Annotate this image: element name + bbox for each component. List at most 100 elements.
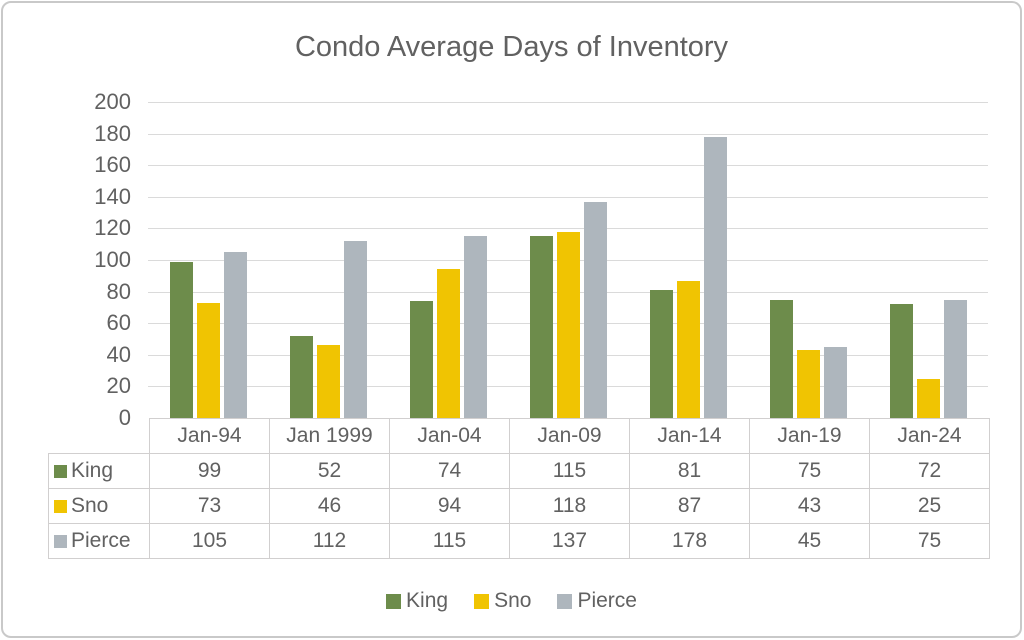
table-value-cell: 74 — [389, 453, 510, 489]
y-axis-tick-label: 0 — [118, 405, 131, 430]
gridline — [148, 228, 988, 230]
bar-group — [268, 102, 388, 418]
series-key-swatch — [54, 500, 67, 513]
table-value-cell: 178 — [629, 523, 750, 559]
legend-label: Sno — [494, 589, 532, 612]
gridline — [148, 102, 988, 103]
series-name: Pierce — [71, 529, 131, 552]
series-key-swatch — [54, 465, 67, 478]
bar-group — [148, 102, 268, 418]
table-value-cell: 81 — [629, 453, 750, 489]
x-axis-category-label: Jan-94 — [149, 418, 270, 454]
legend-label: King — [406, 589, 449, 612]
table-row-label: Pierce — [48, 523, 150, 559]
bar-pierce — [583, 201, 607, 418]
table-value-cell: 94 — [389, 488, 510, 524]
table-value-cell: 118 — [509, 488, 630, 524]
bar-group — [388, 102, 508, 418]
bar-group — [628, 102, 748, 418]
y-axis-tick-label: 40 — [106, 341, 131, 367]
table-value-cell: 99 — [149, 453, 270, 489]
table-value-cell: 72 — [869, 453, 990, 489]
bar-sno — [556, 231, 580, 418]
table-value-cell: 43 — [749, 488, 870, 524]
table-row: King 99 52 74 115 81 75 72 — [48, 453, 990, 489]
x-axis-category-label: Jan-09 — [509, 418, 630, 454]
bar-sno — [316, 345, 340, 418]
legend-swatch — [386, 593, 402, 609]
table-value-cell: 52 — [269, 453, 390, 489]
bar-king — [409, 301, 433, 418]
y-axis-tick-label: 200 — [94, 89, 131, 114]
bar-king — [529, 236, 553, 418]
bar-pierce — [463, 236, 487, 418]
y-axis-tick-label: 80 — [106, 278, 131, 304]
bar-king — [289, 335, 313, 418]
table-value-cell: 87 — [629, 488, 750, 524]
bar-king — [649, 290, 673, 418]
y-axis-tick-label: 100 — [94, 247, 131, 272]
data-table: Jan-94 Jan 1999 Jan-04 Jan-09 Jan-14 Jan-19 Ja… — [48, 418, 990, 559]
y-axis-tick-label: 180 — [94, 120, 131, 146]
bar-group — [868, 102, 988, 418]
bar-sno — [436, 269, 460, 418]
table-value-cell: 105 — [149, 523, 270, 559]
legend-item-king: King — [386, 589, 448, 613]
table-row: Pierce 105 112 115 137 178 45 75 — [48, 523, 990, 559]
legend-item-pierce: Pierce — [557, 589, 637, 613]
legend: King Sno Pierce — [3, 589, 1020, 613]
y-axis-tick-label: 140 — [94, 183, 131, 209]
gridline — [148, 165, 988, 167]
bar-group — [508, 102, 628, 418]
series-name: Sno — [71, 494, 109, 517]
x-axis-category-label: Jan-24 — [869, 418, 990, 454]
table-header-row: Jan-94 Jan 1999 Jan-04 Jan-09 Jan-14 Jan-19 Ja… — [49, 418, 990, 454]
series-key-swatch — [54, 535, 67, 548]
table-value-cell: 115 — [389, 523, 510, 559]
series-name: King — [71, 459, 114, 482]
table-row: Sno 73 46 94 118 87 43 25 — [48, 488, 990, 524]
table-value-cell: 73 — [149, 488, 270, 524]
table-value-cell: 45 — [749, 523, 870, 559]
bar-sno — [676, 280, 700, 418]
plot-area — [148, 102, 988, 418]
legend-swatch — [557, 593, 573, 609]
bar-king — [769, 299, 793, 418]
bar-pierce — [223, 252, 247, 418]
table-value-cell: 112 — [269, 523, 390, 559]
table-value-cell: 25 — [869, 488, 990, 524]
table-value-cell: 115 — [509, 453, 630, 489]
x-axis-category-label: Jan-19 — [749, 418, 870, 454]
y-axis-tick-label: 20 — [106, 373, 131, 399]
table-corner-cell — [49, 419, 150, 454]
bar-pierce — [943, 299, 967, 418]
table-row-label: King — [48, 453, 150, 489]
bar-pierce — [343, 241, 367, 418]
table-row-label: Sno — [48, 488, 150, 524]
legend-item-sno: Sno — [474, 589, 531, 613]
bar-sno — [916, 378, 940, 418]
table-value-cell: 75 — [869, 523, 990, 559]
gridline — [148, 196, 988, 198]
legend-swatch — [474, 593, 490, 609]
table-value-cell: 137 — [509, 523, 630, 559]
chart-title: Condo Average Days of Inventory — [294, 31, 729, 63]
x-axis-category-label: Jan-14 — [629, 418, 750, 454]
table-value-cell: 46 — [269, 488, 390, 524]
x-axis-category-label: Jan 1999 — [269, 418, 390, 454]
table-value-cell: 75 — [749, 453, 870, 489]
bar-sno — [196, 302, 220, 418]
legend-label: Pierce — [577, 589, 637, 612]
y-axis-tick-label: 60 — [106, 310, 131, 336]
gridline — [148, 133, 988, 135]
x-axis-category-label: Jan-04 — [389, 418, 510, 454]
y-axis-tick-label: 120 — [94, 215, 131, 241]
bar-sno — [796, 350, 820, 418]
bar-pierce — [703, 136, 727, 418]
bar-king — [169, 261, 193, 418]
bar-group — [748, 102, 868, 418]
bar-king — [889, 304, 913, 418]
bar-pierce — [823, 346, 847, 418]
y-axis-tick-label: 160 — [94, 152, 131, 178]
